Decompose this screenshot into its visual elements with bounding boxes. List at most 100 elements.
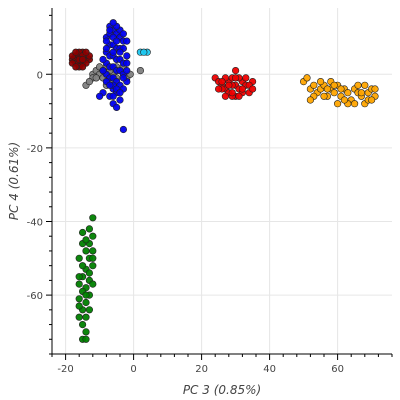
point-orange-28	[371, 85, 379, 93]
point-green-29	[78, 228, 87, 237]
point-red-20	[215, 85, 223, 93]
point-blue-63	[119, 74, 127, 82]
point-blue-49	[106, 81, 114, 89]
point-orange-31	[337, 85, 345, 93]
point-green-25	[75, 302, 83, 310]
point-maroon-17	[72, 48, 80, 56]
point-orange-38	[368, 96, 376, 104]
point-maroon-21	[82, 48, 90, 56]
point-orange-32	[351, 100, 359, 108]
y-axis-title: PC 4 (0.61%)	[7, 142, 21, 220]
point-orange-37	[357, 89, 366, 97]
y-tick-label-1: -20	[27, 144, 43, 155]
point-blue-62	[123, 59, 131, 67]
y-tick-label-0: 0	[37, 70, 43, 81]
point-green-6	[89, 262, 97, 270]
point-grey-20	[85, 77, 93, 86]
point-red-21	[225, 81, 233, 89]
point-blue-57	[109, 92, 117, 100]
point-blue-61	[109, 19, 117, 27]
point-blue-59	[102, 37, 110, 45]
point-orange-8	[330, 89, 338, 97]
y-tick-label-3: -60	[27, 291, 43, 302]
point-blue-32	[112, 103, 121, 111]
x-tick-label-2: 20	[195, 364, 208, 375]
point-red-26	[221, 92, 229, 100]
point-green-27	[89, 247, 97, 255]
point-red-25	[235, 92, 243, 100]
point-red-27	[232, 66, 240, 75]
point-blue-35	[95, 92, 104, 100]
point-green-33	[75, 313, 83, 321]
point-green-17	[82, 328, 90, 336]
point-orange-21	[303, 74, 311, 82]
x-tick-label-3: 40	[263, 364, 276, 375]
point-orange-24	[334, 100, 342, 108]
point-green-0	[89, 214, 97, 222]
point-orange-35	[323, 85, 332, 93]
point-blue-40	[123, 66, 131, 75]
point-orange-26	[354, 81, 362, 89]
axes	[51, 8, 392, 355]
point-orange-23	[320, 92, 328, 100]
point-orange-34	[306, 96, 315, 104]
point-blue-51	[109, 48, 117, 56]
point-green-19	[82, 335, 90, 343]
point-green-2	[89, 232, 97, 240]
point-maroon-22	[72, 63, 80, 71]
point-orange-2	[310, 81, 318, 89]
x-tick-label-4: 60	[331, 364, 344, 375]
data-points	[68, 19, 379, 343]
point-green-23	[75, 280, 83, 288]
ticks: -20 0 20 40 60 0 -20 -40 -60	[27, 14, 393, 375]
point-green-30	[82, 236, 90, 244]
point-grey-23	[92, 74, 100, 82]
point-green-35	[89, 254, 97, 262]
point-blue-41	[123, 52, 131, 60]
point-green-32	[89, 280, 97, 288]
point-red-22	[232, 74, 240, 82]
point-green-16	[78, 321, 87, 329]
point-maroon-23	[78, 63, 87, 71]
point-grey-13	[136, 66, 144, 75]
point-green-34	[82, 291, 90, 299]
point-green-20	[75, 254, 83, 262]
point-blue-52	[116, 48, 124, 56]
point-orange-36	[340, 96, 349, 104]
point-orange-12	[344, 89, 352, 97]
point-blue-44	[123, 37, 131, 45]
point-green-26	[85, 306, 93, 314]
point-green-22	[85, 269, 93, 277]
point-red-28	[238, 85, 246, 93]
point-orange-39	[330, 81, 338, 89]
point-blue-58	[116, 89, 124, 97]
point-green-15	[82, 313, 90, 321]
point-red-19	[242, 74, 250, 82]
point-green-4	[82, 247, 90, 255]
point-green-31	[75, 273, 83, 281]
point-green-1	[85, 225, 93, 233]
point-blue-47	[99, 55, 107, 64]
point-green-12	[75, 295, 83, 303]
point-lightblue-2	[140, 48, 148, 56]
point-orange-29	[317, 77, 325, 86]
point-maroon-16	[78, 55, 87, 64]
point-blue-56	[119, 30, 127, 38]
point-blue-48	[99, 66, 107, 75]
point-blue-54	[112, 37, 121, 45]
point-red-31	[218, 77, 226, 86]
point-blue-30	[116, 96, 124, 104]
point-red-30	[228, 89, 236, 97]
y-tick-label-2: -40	[27, 217, 43, 228]
point-orange-33	[361, 81, 369, 89]
point-blue-55	[106, 26, 114, 34]
x-axis-title: PC 3 (0.85%)	[183, 383, 261, 397]
point-green-21	[78, 262, 87, 270]
x-tick-label-0: -20	[57, 364, 73, 375]
x-tick-label-1: 0	[130, 364, 136, 375]
point-blue-33	[119, 125, 127, 134]
point-red-29	[249, 85, 257, 93]
point-blue-46	[102, 44, 110, 53]
point-green-13	[82, 298, 90, 307]
